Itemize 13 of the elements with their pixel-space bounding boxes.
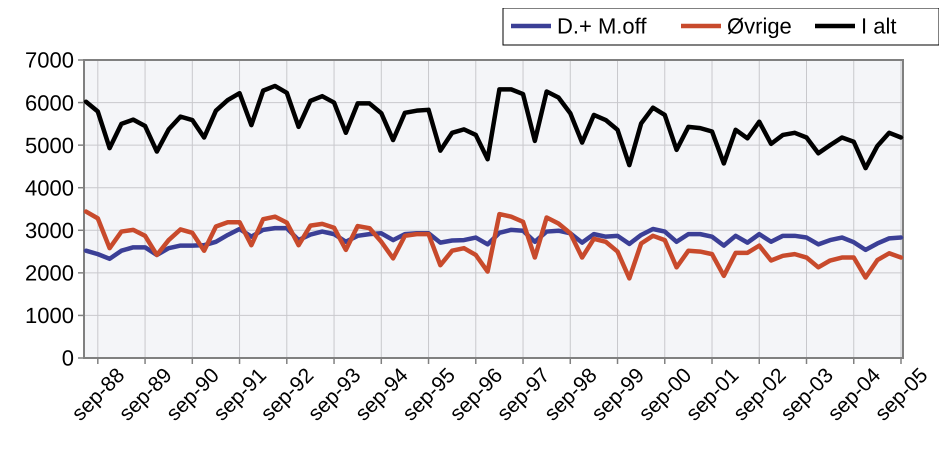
line-series: [84, 84, 904, 170]
y-tick-label: 4000: [25, 175, 74, 200]
legend-label: D.+ M.off: [557, 14, 648, 39]
y-tick-label: 3000: [25, 218, 74, 243]
y-tick-label: 5000: [25, 132, 74, 158]
line-series: [84, 209, 904, 281]
y-tick-label: 0: [62, 346, 74, 371]
y-tick-label: 1000: [25, 303, 74, 328]
y-tick-label: 6000: [25, 90, 74, 116]
legend-label: Øvrige: [727, 14, 792, 39]
y-tick-label: 7000: [25, 48, 74, 73]
legend-label: I alt: [861, 14, 896, 39]
y-tick-label: 2000: [25, 260, 74, 286]
